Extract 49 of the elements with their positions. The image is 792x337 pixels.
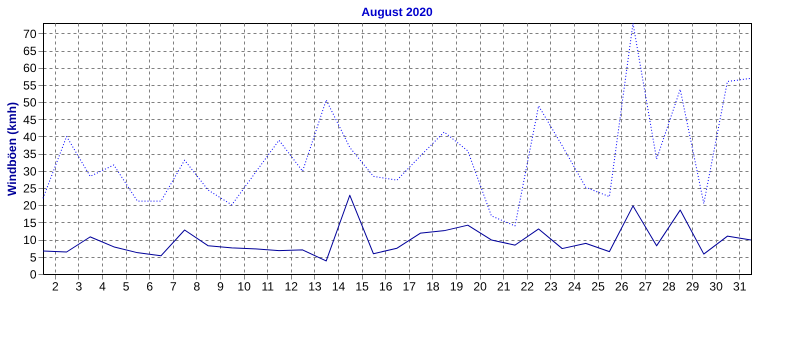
x-tick-label: 9 bbox=[217, 280, 224, 294]
y-axis-title: Windböen (kmh) bbox=[5, 102, 20, 196]
x-tick-label: 17 bbox=[402, 280, 416, 294]
x-tick-label: 3 bbox=[76, 280, 83, 294]
x-tick-label: 14 bbox=[332, 280, 346, 294]
x-tick-label: 7 bbox=[170, 280, 177, 294]
x-tick-label: 15 bbox=[355, 280, 370, 294]
y-tick-label: 50 bbox=[23, 96, 37, 110]
x-tick-label: 20 bbox=[473, 280, 488, 294]
x-tick-label: 12 bbox=[284, 280, 298, 294]
y-tick-label: 70 bbox=[23, 26, 37, 41]
x-tick-label: 19 bbox=[450, 280, 464, 294]
y-tick-label: 65 bbox=[23, 44, 37, 58]
x-tick-label: 5 bbox=[122, 280, 130, 294]
x-tick-label: 26 bbox=[615, 280, 629, 294]
y-tick-label: 10 bbox=[23, 233, 37, 248]
x-tick-label: 29 bbox=[686, 280, 700, 294]
x-tick-label: 2 bbox=[52, 280, 59, 294]
y-tick-label: 30 bbox=[23, 164, 37, 178]
x-tick-label: 22 bbox=[520, 280, 534, 294]
x-tick-label: 27 bbox=[638, 280, 652, 294]
y-tick-label: 25 bbox=[23, 182, 37, 196]
x-tick-label: 10 bbox=[237, 280, 252, 294]
line-series bbox=[42, 22, 752, 226]
x-tick-label: 21 bbox=[497, 280, 511, 294]
x-tick-label: 31 bbox=[733, 280, 747, 294]
x-tick-label: 11 bbox=[261, 280, 274, 294]
y-tick-label: 55 bbox=[23, 78, 37, 92]
y-tick-label: 45 bbox=[23, 112, 37, 127]
x-tick-label: 30 bbox=[709, 280, 724, 294]
x-tick-label: 8 bbox=[194, 280, 201, 294]
x-tick-label: 16 bbox=[379, 280, 393, 294]
x-tick-label: 13 bbox=[308, 280, 322, 294]
y-tick-label: 40 bbox=[23, 130, 37, 144]
y-tick-label: 15 bbox=[23, 216, 37, 230]
x-tick-label: 28 bbox=[662, 280, 676, 294]
x-tick-label: 25 bbox=[591, 280, 606, 294]
x-tick-label: 24 bbox=[568, 280, 582, 294]
line-series bbox=[42, 194, 752, 262]
y-tick-label: 0 bbox=[30, 268, 37, 282]
y-tick-label: 5 bbox=[30, 250, 37, 264]
x-tick-label: 6 bbox=[146, 280, 154, 294]
x-tick-label: 18 bbox=[426, 280, 440, 294]
x-tick-label: 23 bbox=[544, 280, 558, 294]
y-tick-label: 35 bbox=[23, 147, 37, 162]
y-tick-label: 20 bbox=[23, 198, 37, 213]
x-tick-label: 4 bbox=[99, 280, 106, 294]
chart-title: August 2020 bbox=[361, 4, 433, 19]
y-tick-label: 60 bbox=[23, 61, 37, 76]
